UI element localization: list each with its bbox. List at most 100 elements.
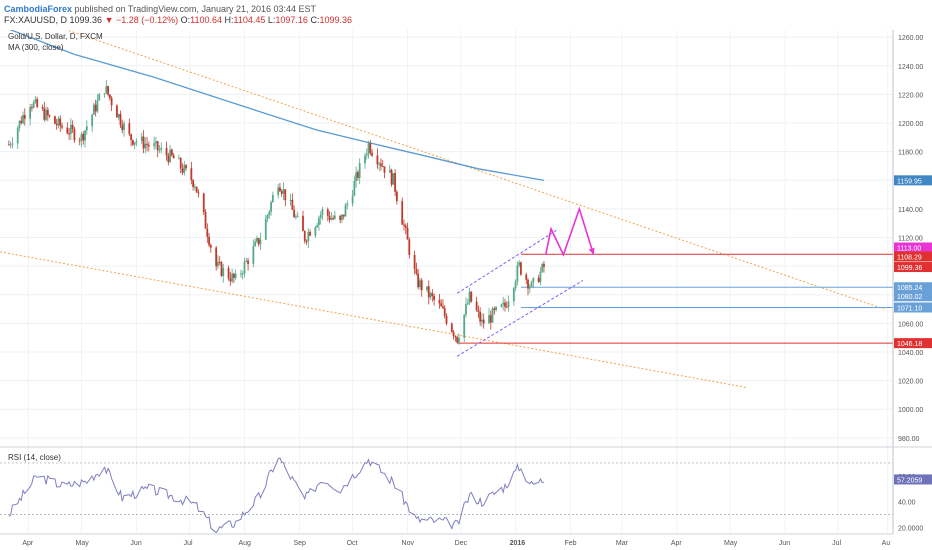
candle-body: [357, 172, 359, 178]
symbol-legend: Gold/U.S. Dollar, D, FXCM: [8, 32, 103, 41]
time-tick-label: Aug: [239, 540, 252, 547]
candle-body: [429, 293, 432, 298]
candle-body: [18, 120, 21, 128]
candle-body: [103, 93, 106, 95]
candle-body: [420, 280, 423, 291]
candle-body: [117, 114, 120, 118]
candle-body: [116, 105, 118, 118]
candle-body: [23, 114, 26, 119]
candle-body: [406, 227, 409, 240]
low-value: 1097.16: [275, 15, 308, 25]
price-marker-badge: [894, 338, 932, 349]
candle-body: [543, 263, 545, 267]
candle-body: [376, 155, 379, 165]
candle-body: [240, 273, 242, 275]
price-marker-label: 1099.36: [897, 265, 922, 272]
candle-body: [481, 319, 483, 322]
candle-body: [415, 269, 418, 274]
candle-body: [500, 304, 503, 307]
channel-lower-line: [456, 280, 584, 357]
candle-body: [318, 218, 320, 226]
candle-body: [243, 261, 246, 274]
candle-body: [520, 262, 522, 275]
wedge-trendline: [65, 30, 885, 310]
high-label: H:: [224, 15, 234, 25]
time-tick-label: Feb: [565, 540, 577, 547]
candle-body: [417, 273, 420, 288]
candle-body: [475, 301, 478, 311]
candle-body: [41, 107, 44, 109]
candle-body: [537, 277, 540, 283]
candle-body: [507, 301, 510, 307]
price-marker-label: 1046.18: [897, 341, 922, 348]
candle-body: [463, 314, 466, 338]
candle-body: [259, 239, 262, 245]
candle-body: [358, 163, 361, 178]
candle-body: [293, 209, 296, 218]
candle-body: [185, 165, 187, 169]
candle-body: [491, 308, 494, 323]
candle-body: [355, 172, 358, 181]
time-tick-label: Jul: [184, 540, 193, 547]
candle-body: [209, 245, 212, 248]
candle-body: [93, 104, 95, 115]
candle-body: [147, 145, 150, 147]
price-change: −1.28 (−0.12%): [116, 15, 179, 25]
price-tick-label: 1240.00: [898, 64, 923, 71]
candle-body: [142, 136, 145, 149]
candle-body: [29, 106, 32, 119]
candle-body: [256, 238, 258, 242]
time-tick-label: May: [724, 540, 738, 547]
candle-body: [364, 155, 366, 164]
candle-body: [140, 136, 143, 142]
candle-body: [489, 315, 492, 323]
candle-body: [192, 180, 195, 188]
candle-body: [532, 277, 535, 283]
open-label: O:: [180, 15, 191, 25]
price-chart[interactable]: 1260.001240.001220.001200.001180.001160.…: [0, 30, 932, 550]
candle-body: [388, 169, 391, 173]
candle-body: [353, 180, 356, 196]
ma-300-line: [9, 30, 545, 181]
candle-body: [202, 193, 205, 212]
candle-body: [194, 186, 196, 188]
candle-body: [456, 336, 459, 343]
time-tick-label: Mar: [616, 540, 629, 547]
price-tick-label: 1260.00: [898, 35, 923, 42]
candle-body: [408, 239, 411, 255]
candle-body: [268, 211, 271, 216]
candle-body: [20, 120, 23, 124]
candle-body: [48, 115, 51, 117]
author-link[interactable]: CambodiaForex: [4, 4, 73, 14]
close-value: 1099.36: [319, 15, 353, 25]
candle-body: [479, 311, 482, 322]
candle-body: [252, 246, 255, 265]
time-tick-label: Apr: [22, 540, 34, 547]
down-arrow-icon: ▼: [104, 15, 114, 25]
candle-body: [91, 114, 94, 127]
candle-body: [493, 308, 496, 311]
price-tick-label: 1060.00: [898, 321, 923, 328]
candle-body: [222, 268, 225, 276]
candle-body: [7, 144, 10, 146]
candle-body: [195, 186, 198, 193]
candle-body: [341, 214, 343, 220]
candle-body: [257, 238, 260, 245]
candle-body: [108, 94, 111, 99]
candle-body: [450, 323, 453, 332]
candle-body: [264, 218, 267, 240]
candle-body: [66, 127, 69, 134]
candle-body: [309, 231, 311, 236]
candle-body: [158, 149, 161, 151]
candle-body: [135, 141, 138, 143]
candle-body: [378, 163, 381, 165]
candle-body: [442, 306, 444, 309]
candle-body: [133, 142, 136, 145]
candle-body: [227, 268, 230, 279]
projection-line: [544, 206, 595, 257]
candle-body: [277, 187, 280, 196]
candle-body: [254, 241, 257, 247]
candle-body: [179, 158, 182, 169]
candle-body: [46, 109, 49, 116]
open-value: 1100.64: [190, 15, 222, 25]
